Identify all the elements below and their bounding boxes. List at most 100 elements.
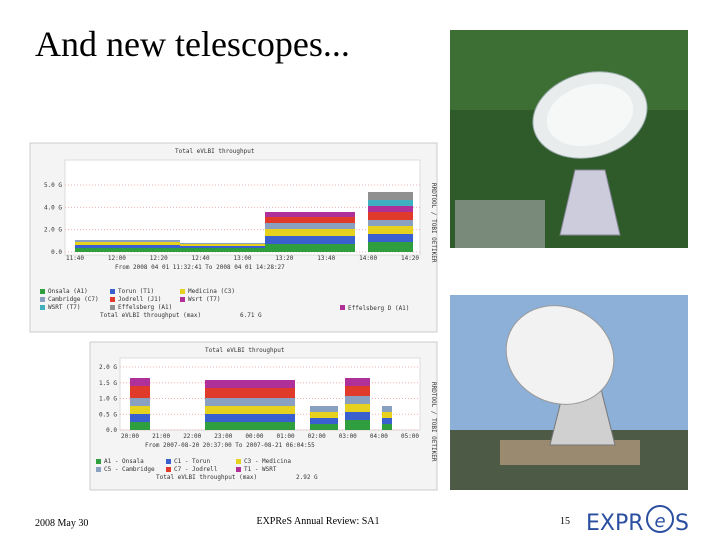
legend-swatch [40, 289, 45, 294]
legend-label: A1 - Onsala [104, 458, 144, 465]
y-tick-label: 1.5 G [99, 380, 117, 387]
area-band [75, 248, 180, 252]
logo-text: S [675, 511, 689, 536]
legend-swatch [110, 305, 115, 310]
legend-label: C3 - Medicina [244, 458, 291, 465]
legend-swatch [236, 459, 241, 464]
legend-label: Medicina (C3) [188, 288, 235, 295]
x-tick-label: 20:00 [121, 433, 139, 440]
area-band [382, 412, 392, 418]
area-band [265, 223, 355, 229]
y-tick-label: 0.0 [51, 249, 62, 256]
y-tick-label: 5.0 G [44, 182, 62, 189]
legend-swatch [180, 289, 185, 294]
legend-swatch [110, 289, 115, 294]
area-band [130, 398, 150, 406]
graph-title: Total eVLBI throughput [205, 347, 285, 354]
legend-label: C5 - Cambridge [104, 466, 155, 473]
y-tick-label: 4.0 G [44, 204, 62, 211]
area-band [368, 200, 413, 206]
legend-label: WSRT (T7) [48, 304, 81, 311]
x-tick-label: 14:00 [359, 255, 377, 262]
area-band [265, 229, 355, 236]
x-tick-label: 22:00 [183, 433, 201, 440]
area-band [368, 242, 413, 252]
legend-swatch [40, 297, 45, 302]
area-band [368, 226, 413, 234]
x-tick-label: 13:00 [233, 255, 251, 262]
time-range: From 2007-08-20 20:37:00 To 2007-08-21 0… [145, 442, 315, 449]
x-tick-label: 11:40 [66, 255, 84, 262]
area-band [382, 424, 392, 430]
legend-swatch [236, 467, 241, 472]
legend-swatch [110, 297, 115, 302]
legend-label: T1 - WSRT [244, 466, 277, 473]
area-band [368, 206, 413, 212]
area-band [205, 398, 295, 406]
x-tick-label: 04:00 [370, 433, 388, 440]
y-tick-label: 2.0 G [99, 364, 117, 371]
page-number: 15 [560, 516, 570, 527]
area-band [205, 388, 295, 398]
area-band [180, 246, 265, 248]
area-band [180, 243, 265, 244]
x-tick-label: 12:00 [108, 255, 126, 262]
x-tick-label: 01:00 [277, 433, 295, 440]
x-tick-label: 03:00 [339, 433, 357, 440]
area-band [265, 236, 355, 244]
legend-swatch [340, 305, 345, 310]
x-tick-label: 12:20 [150, 255, 168, 262]
legend-swatch [96, 459, 101, 464]
area-band [310, 406, 338, 412]
area-band [205, 406, 295, 414]
area-band [368, 192, 413, 200]
area-band [345, 396, 370, 404]
area-band [310, 418, 338, 424]
logo: EXPR e S [586, 505, 689, 536]
area-band [368, 212, 413, 220]
x-tick-label: 13:20 [275, 255, 293, 262]
area-band [345, 386, 370, 396]
area-band [205, 422, 295, 430]
area-band [180, 248, 265, 252]
area-band [205, 380, 295, 388]
legend-swatch [166, 467, 171, 472]
area-band [130, 386, 150, 398]
legend-label: Cambridge (C7) [48, 296, 99, 303]
area-band [310, 424, 338, 430]
area-band [368, 234, 413, 242]
area-band [345, 412, 370, 420]
logo-text: EXPR [586, 511, 644, 536]
area-band [130, 406, 150, 414]
area-band [345, 378, 370, 386]
total-value: 2.92 G [296, 474, 318, 481]
legend-label: Onsala (A1) [48, 288, 88, 295]
area-band [265, 244, 355, 252]
logo-text: e [654, 511, 665, 532]
y-tick-label: 0.0 [106, 427, 117, 434]
telescope-photo [450, 295, 688, 490]
total-label: Total eVLBI throughput (max) [156, 474, 257, 481]
area-band [265, 212, 355, 217]
area-band [265, 217, 355, 223]
x-tick-label: 13:40 [317, 255, 335, 262]
x-tick-label: 02:00 [308, 433, 326, 440]
legend-label: Jodrell (J1) [118, 296, 161, 303]
area-band [368, 220, 413, 226]
legend-swatch [180, 297, 185, 302]
legend-label: Wsrt (T7) [188, 296, 221, 303]
area-band [75, 240, 180, 242]
total-value: 6.71 G [240, 312, 262, 319]
x-tick-label: 00:00 [245, 433, 263, 440]
legend-swatch [166, 459, 171, 464]
y-tick-label: 0.5 G [99, 411, 117, 418]
telescope-photo [450, 30, 688, 248]
legend-label: C7 - Jodrell [174, 466, 218, 473]
footer-center: EXPReS Annual Review: SA1 [256, 516, 379, 527]
legend-label: C1 - Torun [174, 458, 211, 465]
area-band [75, 242, 180, 245]
footer-date: 2008 May 30 [35, 518, 88, 529]
area-band [345, 404, 370, 412]
area-band [382, 406, 392, 412]
